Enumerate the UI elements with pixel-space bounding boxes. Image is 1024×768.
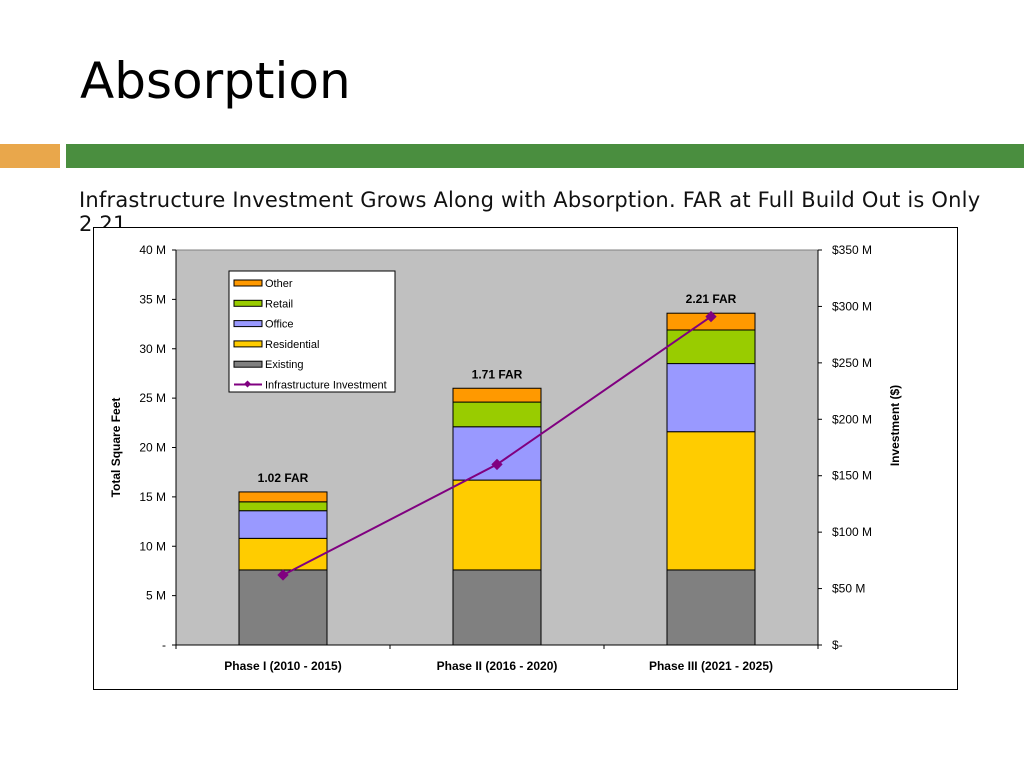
y-tick-label: 15 M — [139, 490, 166, 504]
y2-tick-label: $350 M — [832, 243, 872, 257]
slide-title: Absorption — [80, 52, 351, 110]
y-tick-label: 10 M — [139, 539, 166, 553]
legend-label: Other — [265, 278, 293, 290]
y2-axis-title: Investment ($) — [888, 385, 902, 466]
legend-swatch-office — [233, 320, 263, 328]
legend-label: Infrastructure Investment — [265, 380, 387, 392]
y2-tick-label: $250 M — [832, 356, 872, 370]
y-tick-label: 30 M — [139, 342, 166, 356]
legend-swatch-existing — [233, 360, 263, 368]
y-tick-label: 40 M — [139, 243, 166, 257]
bar-residential — [452, 479, 542, 571]
legend-swatch-other — [233, 279, 263, 287]
bar-office — [238, 510, 328, 539]
bar-existing — [238, 569, 328, 646]
y2-tick-label: $150 M — [832, 469, 872, 483]
y2-tick-label: $200 M — [832, 412, 872, 426]
stacked-bar-chart: - 5 M 10 M 15 M 20 M 25 M 30 M 35 M 40 M $- $50 M $… — [93, 227, 958, 690]
investment-point — [277, 569, 289, 581]
investment-point — [491, 458, 503, 471]
legend-label: Existing — [265, 359, 304, 371]
legend-label: Residential — [265, 339, 319, 351]
bar-office — [452, 426, 542, 481]
legend-swatch-residential — [233, 340, 263, 348]
bar-residential — [666, 431, 756, 571]
bar-other — [452, 387, 542, 403]
y2-tick-label: $- — [832, 638, 843, 652]
bar-retail — [666, 329, 756, 365]
y2-tick-label: $100 M — [832, 525, 872, 539]
y-tick-label: 25 M — [139, 391, 166, 405]
bar-residential — [238, 537, 328, 571]
accent-bar-left — [0, 144, 60, 168]
bar-label: 1.02 FAR — [258, 471, 309, 485]
bar-retail — [238, 501, 328, 512]
y-axis-title: Total Square Feet — [109, 398, 123, 498]
bar-office — [666, 363, 756, 433]
y-tick-label: 35 M — [139, 292, 166, 306]
legend-swatch-retail — [233, 299, 263, 307]
legend-label: Office — [265, 319, 294, 331]
bar-other — [238, 491, 328, 503]
y2-tick-label: $50 M — [832, 582, 865, 596]
bar-existing — [452, 569, 542, 646]
bar-label: 2.21 FAR — [686, 292, 737, 306]
bar-existing — [666, 569, 756, 646]
x-tick-label: Phase III (2021 - 2025) — [649, 659, 773, 673]
y-tick-label: 20 M — [139, 441, 166, 455]
bar-retail — [452, 401, 542, 428]
x-tick-label: Phase I (2010 - 2015) — [224, 659, 341, 673]
bar-label: 1.71 FAR — [472, 367, 523, 381]
y2-tick-label: $300 M — [832, 299, 872, 313]
slide-subtitle: Infrastructure Investment Grows Along wi… — [79, 188, 981, 236]
legend-marker — [243, 380, 252, 388]
legend — [228, 270, 396, 393]
accent-bar-main — [66, 144, 1024, 168]
y-tick-label: - — [162, 638, 166, 652]
x-tick-label: Phase II (2016 - 2020) — [437, 659, 558, 673]
legend-label: Retail — [265, 298, 293, 310]
y-tick-label: 5 M — [146, 589, 166, 603]
